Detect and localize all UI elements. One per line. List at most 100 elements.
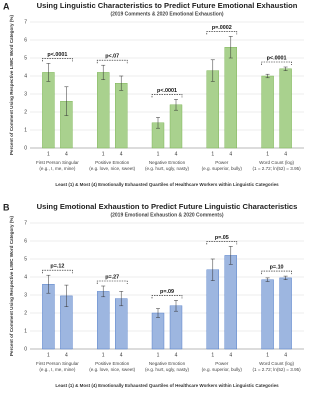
significance-bracket — [96, 59, 128, 64]
category-label: Positive Emotion — [95, 361, 130, 366]
category-example: (e.g. love, nice, sweet) — [89, 367, 135, 372]
p-value-label: p=.05 — [215, 235, 229, 241]
significance-bracket — [206, 31, 238, 35]
y-tick-label: 3 — [24, 91, 27, 97]
error-bar — [210, 258, 215, 281]
bar — [96, 72, 110, 149]
error-bar — [101, 285, 106, 298]
bar — [42, 72, 55, 149]
y-tick-label: 7 — [24, 19, 27, 25]
y-tick-label: 0 — [24, 145, 27, 151]
p-value-label: p=.27 — [105, 274, 119, 280]
bar-label: 1 — [266, 151, 269, 157]
error-bar — [174, 300, 178, 312]
category-label: Word Count (log) — [259, 361, 294, 366]
y-tick-label: 5 — [24, 256, 27, 262]
bar-label: 1 — [211, 151, 214, 157]
bar — [224, 47, 238, 149]
error-bar — [174, 99, 178, 111]
category-example: (e.g. hurt, ugly, nasty) — [145, 367, 190, 372]
error-bar — [283, 66, 288, 71]
bar-label: 1 — [102, 151, 105, 157]
p-value-label: p<.0001 — [157, 88, 177, 94]
category-label: Power — [215, 361, 228, 366]
significance-bracket — [96, 280, 128, 284]
y-tick-label: 2 — [24, 109, 27, 115]
y-tick-label: 4 — [24, 73, 27, 79]
y-tick-label: 6 — [24, 37, 27, 43]
y-tick-label: 5 — [24, 55, 27, 61]
error-bar — [265, 277, 270, 282]
x-axis-label: Least (1) & Most (4) Emotionally Exhaust… — [55, 383, 279, 388]
category-example: (e.g. love, nice, sweet) — [89, 166, 135, 171]
error-bar — [46, 274, 51, 294]
chart-subtitle: (2019 Emotional Exhaustion & 2020 Commen… — [110, 212, 223, 218]
bar — [96, 291, 110, 350]
bar-label: 4 — [175, 151, 178, 157]
category-example: (e.g., I, me, mine) — [39, 166, 75, 171]
category-example: (e.g. hurt, ugly, nasty) — [145, 166, 190, 171]
y-axis-label: Percent of Comment Using Respective LIWC… — [9, 15, 14, 156]
bar-label: 4 — [65, 352, 68, 358]
x-axis-label: Least (1) & Most (4) Emotionally Exhaust… — [55, 182, 279, 187]
bar-label: 1 — [47, 352, 50, 358]
p-value-label: p=.0002 — [212, 25, 232, 31]
p-value-label: p<.0001 — [47, 52, 67, 58]
error-bar — [156, 308, 160, 318]
category-label: Word Count (log) — [259, 160, 294, 165]
bar-label: 4 — [284, 151, 287, 157]
error-bar — [101, 64, 106, 80]
category-example: (1 = 2.72; ln(52) = 3.95) — [252, 367, 301, 372]
bar — [169, 305, 183, 350]
p-value-label: p=.10 — [270, 265, 284, 271]
bar-label: 1 — [266, 352, 269, 358]
category-label: Negative Emotion — [149, 361, 186, 366]
y-tick-label: 7 — [24, 220, 27, 226]
y-tick-label: 3 — [24, 292, 27, 298]
bar — [279, 68, 292, 149]
error-bar — [210, 59, 215, 82]
significance-bracket — [206, 241, 238, 245]
bar-label: 4 — [229, 352, 232, 358]
bar-label: 4 — [120, 151, 123, 157]
error-bar — [283, 275, 288, 280]
error-bar — [119, 75, 124, 91]
category-label: First Person Singular — [36, 160, 79, 165]
bar-label: 4 — [65, 151, 68, 157]
significance-bracket — [42, 58, 73, 62]
bar-label: 4 — [229, 151, 232, 157]
error-bar — [228, 36, 233, 59]
category-label: First Person Singular — [36, 361, 79, 366]
y-tick-label: 0 — [24, 346, 27, 352]
significance-bracket — [261, 270, 292, 275]
error-bar — [64, 86, 69, 116]
panel-label: A — [3, 1, 10, 11]
bar — [206, 269, 220, 350]
category-label: Negative Emotion — [149, 160, 186, 165]
p-value-label: p<.0001 — [267, 55, 287, 61]
y-tick-label: 4 — [24, 274, 27, 280]
chart-title: Using Emotional Exhaustion to Predict Fu… — [37, 202, 298, 211]
bar-label: 1 — [157, 352, 160, 358]
bar-label: 4 — [120, 352, 123, 358]
category-example: (e.g. superior, bully) — [202, 367, 243, 372]
error-bar — [119, 291, 124, 307]
bar-label: 4 — [175, 352, 178, 358]
y-tick-label: 1 — [24, 127, 27, 133]
significance-bracket — [42, 269, 73, 274]
chart-subtitle: (2019 Comments & 2020 Emotional Exhausti… — [110, 11, 223, 17]
p-value-label: p<.07 — [105, 54, 119, 60]
bar — [279, 277, 292, 350]
bar — [42, 284, 55, 350]
panel-label: B — [3, 202, 10, 212]
bar — [114, 298, 128, 350]
significance-bracket — [151, 295, 183, 299]
chart-title: Using Linguistic Characteristics to Pred… — [37, 1, 298, 10]
y-axis-label: Percent of Comment Using Respective LIWC… — [9, 216, 14, 357]
bar-label: 1 — [47, 151, 50, 157]
p-value-label: p=.12 — [50, 264, 64, 270]
error-bar — [265, 73, 270, 79]
category-example: (1 = 2.72; ln(52) = 3.95) — [252, 166, 301, 171]
bar — [114, 82, 128, 149]
p-value-label: p=.09 — [160, 289, 174, 295]
